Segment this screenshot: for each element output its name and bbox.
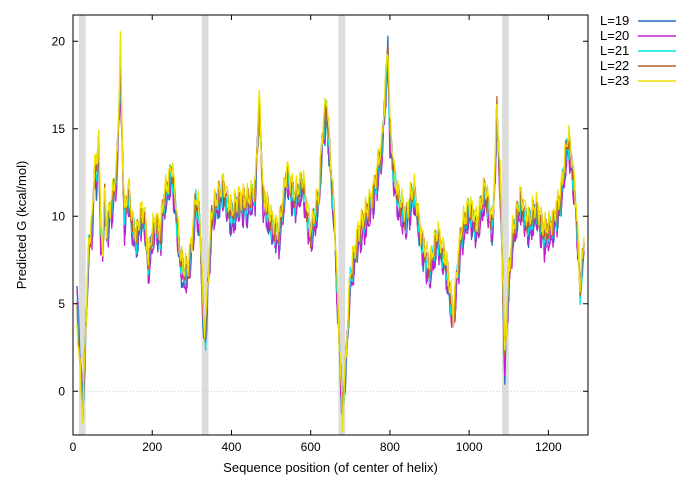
plot-frame	[73, 15, 588, 435]
legend-label: L=21	[600, 43, 629, 58]
y-axis-title: Predicted G (kcal/mol)	[14, 161, 29, 290]
legend-label: L=19	[600, 13, 629, 28]
legend-label: L=23	[600, 73, 629, 88]
y-tick-label: 10	[52, 209, 66, 223]
x-tick-label: 200	[142, 440, 162, 454]
x-tick-label: 600	[301, 440, 321, 454]
legend: L=19L=20L=21L=22L=23	[600, 13, 676, 88]
legend-label: L=22	[600, 58, 629, 73]
x-tick-label: 0	[70, 440, 77, 454]
shaded-region-1	[202, 15, 209, 435]
x-tick-label: 400	[221, 440, 241, 454]
x-axis-title: Sequence position (of center of helix)	[223, 460, 438, 475]
x-tick-label: 1000	[456, 440, 483, 454]
y-tick-label: 5	[58, 297, 65, 311]
x-tick-label: 800	[380, 440, 400, 454]
y-tick-label: 20	[52, 34, 66, 48]
legend-label: L=20	[600, 28, 629, 43]
y-tick-label: 0	[58, 384, 65, 398]
x-tick-label: 1200	[535, 440, 562, 454]
y-tick-label: 15	[52, 122, 66, 136]
